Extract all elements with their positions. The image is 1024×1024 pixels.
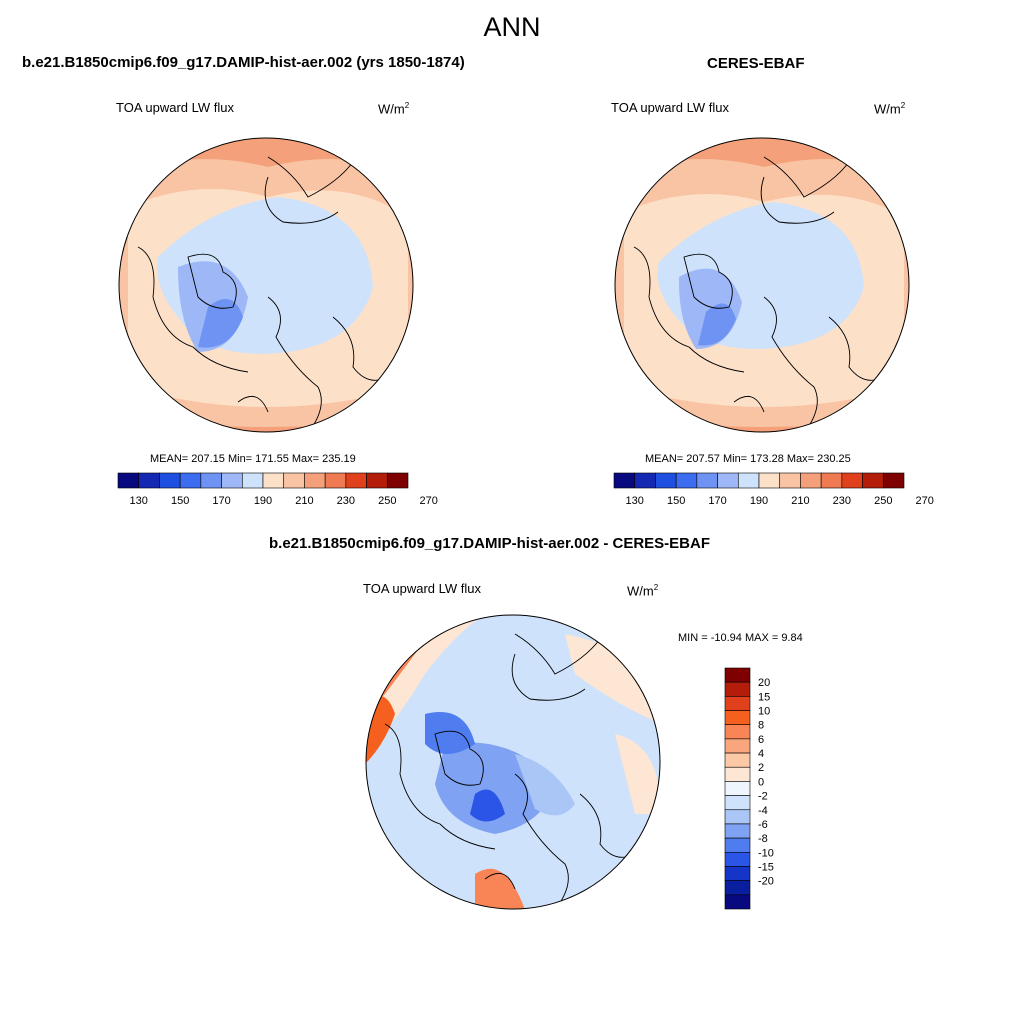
colorbar-tick-label: -10	[758, 847, 774, 859]
colorbar-tick-label: 190	[254, 495, 272, 507]
obs-map-fill	[615, 138, 909, 432]
obs-panel-title: CERES-EBAF	[707, 55, 805, 72]
colorbar-box	[724, 752, 751, 768]
model-coastlines	[137, 156, 389, 432]
obs-units-label: W/m2	[874, 101, 906, 117]
diff-units-label: W/m2	[627, 583, 659, 599]
colorbar-tick-label: 250	[874, 495, 892, 507]
colorbar-box	[758, 472, 781, 489]
colorbar-tick-label: 270	[916, 495, 934, 507]
diff-coastlines	[384, 633, 636, 909]
colorbar-tick-label: 210	[791, 495, 809, 507]
colorbar-tick-label: 150	[171, 495, 189, 507]
colorbar-box	[724, 866, 751, 881]
colorbar-box	[366, 472, 388, 489]
colorbar-box	[724, 724, 751, 740]
colorbar-box	[304, 472, 326, 489]
colorbar-box	[386, 472, 409, 489]
colorbar-box	[200, 472, 222, 489]
colorbar-box	[221, 472, 243, 489]
colorbar-box	[655, 472, 677, 489]
colorbar-box	[724, 738, 751, 754]
colorbar-tick-label: 230	[337, 495, 355, 507]
colorbar-tick-label: 0	[758, 776, 764, 788]
colorbar-box	[841, 472, 863, 489]
colorbar-tick-label: -4	[758, 805, 768, 817]
colorbar-tick-label: -15	[758, 861, 774, 873]
colorbar-box	[138, 472, 160, 489]
colorbar-box	[724, 781, 751, 796]
colorbar-box	[800, 472, 822, 489]
colorbar-box	[696, 472, 718, 489]
colorbar-box	[345, 472, 367, 489]
colorbar-box	[724, 681, 751, 697]
colorbar-box	[634, 472, 656, 489]
colorbar-box	[724, 696, 751, 711]
model-polar-map	[118, 137, 414, 433]
colorbar-box	[724, 809, 751, 825]
colorbar-tick-label: -20	[758, 876, 774, 888]
diff-stats: MIN = -10.94 MAX = 9.84	[678, 632, 803, 644]
model-colorbar: 130 150 170 190 210 230 250 270	[117, 472, 438, 507]
colorbar-tick-label: 4	[758, 748, 764, 760]
colorbar-tick-label: 170	[212, 495, 230, 507]
model-panel-title: b.e21.B1850cmip6.f09_g17.DAMIP-hist-aer.…	[22, 54, 465, 71]
colorbar-box	[159, 472, 181, 489]
colorbar-box	[179, 472, 202, 489]
diff-polar-map	[365, 614, 661, 910]
colorbar-tick-label: 130	[626, 495, 644, 507]
colorbar-tick-label: 230	[833, 495, 851, 507]
colorbar-box	[724, 851, 751, 867]
obs-variable-label: TOA upward LW flux	[611, 100, 730, 115]
model-units-label: W/m2	[378, 101, 410, 117]
colorbar-tick-label: -6	[758, 819, 768, 831]
colorbar-tick-label: -2	[758, 791, 768, 803]
colorbar-box	[724, 710, 751, 726]
colorbar-box	[675, 472, 698, 489]
colorbar-tick-label: 170	[708, 495, 726, 507]
colorbar-box	[724, 823, 751, 839]
colorbar-tick-label: 130	[130, 495, 148, 507]
colorbar-tick-label: 8	[758, 720, 764, 732]
colorbar-box	[724, 766, 751, 782]
colorbar-box	[283, 472, 305, 489]
colorbar-tick-label: 6	[758, 734, 764, 746]
colorbar-box	[882, 472, 905, 489]
diff-panel-title: b.e21.B1850cmip6.f09_g17.DAMIP-hist-aer.…	[269, 535, 710, 552]
colorbar-box	[262, 472, 285, 489]
colorbar-box	[820, 472, 843, 489]
colorbar-tick-label: 150	[667, 495, 685, 507]
colorbar-box	[724, 795, 751, 811]
model-variable-label: TOA upward LW flux	[116, 100, 235, 115]
colorbar-box	[117, 472, 140, 489]
colorbar-box	[613, 472, 636, 489]
colorbar-box	[324, 472, 347, 489]
colorbar-tick-label: 210	[295, 495, 313, 507]
colorbar-tick-label: 270	[420, 495, 438, 507]
season-title: ANN	[483, 12, 541, 42]
diff-variable-label: TOA upward LW flux	[363, 581, 482, 596]
colorbar-box	[724, 837, 751, 853]
colorbar-box	[724, 667, 751, 683]
model-stats: MEAN= 207.15 Min= 171.55 Max= 235.19	[150, 453, 356, 465]
colorbar-box	[724, 894, 751, 910]
obs-stats: MEAN= 207.57 Min= 173.28 Max= 230.25	[645, 453, 851, 465]
colorbar-box	[241, 472, 264, 489]
colorbar-tick-label: 15	[758, 691, 770, 703]
obs-coastlines	[633, 156, 885, 432]
colorbar-tick-label: -8	[758, 833, 768, 845]
colorbar-tick-label: 250	[378, 495, 396, 507]
obs-polar-map	[614, 137, 910, 433]
colorbar-box	[862, 472, 884, 489]
colorbar-tick-label: 190	[750, 495, 768, 507]
colorbar-box	[724, 880, 751, 896]
obs-colorbar: 130 150 170 190 210 230 250 270	[613, 472, 934, 507]
colorbar-box	[779, 472, 801, 489]
colorbar-tick-label: 2	[758, 762, 764, 774]
colorbar-box	[717, 472, 739, 489]
colorbar-tick-label: 10	[758, 706, 770, 718]
colorbar-tick-label: 20	[758, 677, 770, 689]
colorbar-box	[737, 472, 760, 489]
